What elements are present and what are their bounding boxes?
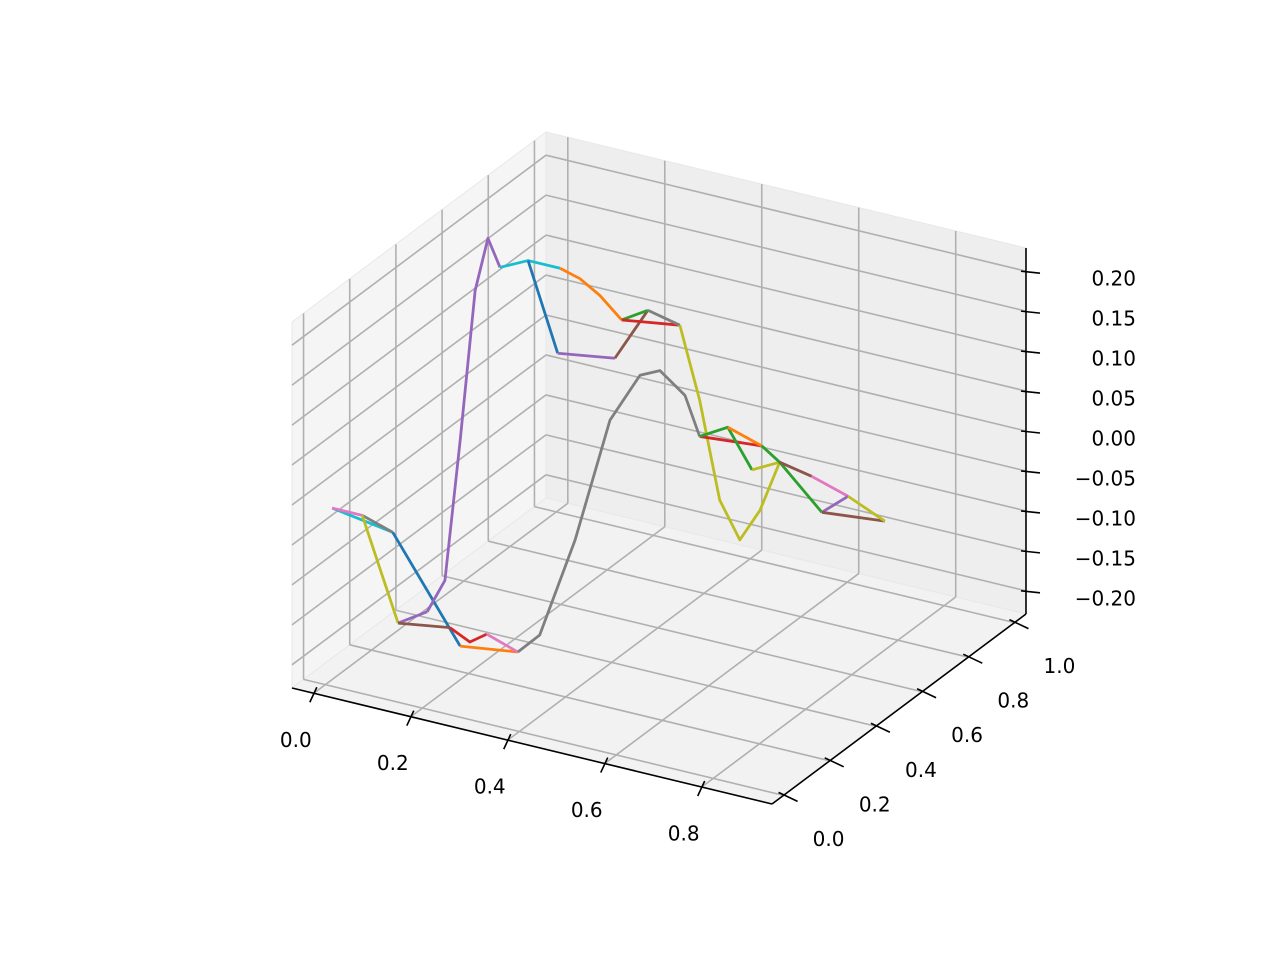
grid-line <box>545 394 1027 512</box>
grid-line <box>291 474 547 666</box>
z-tick-label: −0.20 <box>1075 586 1136 610</box>
line <box>621 318 680 327</box>
z-tick-label: 0.00 <box>1091 427 1136 451</box>
line <box>810 475 849 498</box>
line <box>449 626 488 644</box>
line <box>727 426 763 448</box>
grid-line <box>534 505 1015 624</box>
grid-line <box>291 314 547 506</box>
grid-line <box>291 354 547 546</box>
z-tick-label: 0.20 <box>1091 267 1136 291</box>
line <box>557 351 616 360</box>
x-tick <box>406 710 415 727</box>
x-tick-label: 0.2 <box>377 751 409 775</box>
grid-line <box>545 194 1027 312</box>
line <box>397 621 451 630</box>
grid-line <box>545 434 1027 552</box>
y-tick <box>778 791 798 803</box>
x-tick-label: 0.8 <box>668 822 700 846</box>
grid-line <box>545 354 1027 472</box>
grid-line <box>545 154 1027 272</box>
z-tick <box>1020 590 1041 594</box>
z-tick-label: 0.05 <box>1091 387 1136 411</box>
line <box>821 495 849 514</box>
grid-line <box>291 274 547 466</box>
grid-line <box>545 314 1027 432</box>
z-tick-label: −0.15 <box>1075 546 1136 570</box>
x-tick <box>600 757 609 773</box>
line <box>526 260 560 354</box>
grid-line <box>291 394 547 586</box>
y-tick-label: 0.0 <box>813 827 845 851</box>
line <box>821 510 886 523</box>
z-tick-label: −0.05 <box>1075 466 1136 490</box>
z-tick <box>1020 270 1041 274</box>
grid-line <box>303 678 784 797</box>
grid-line <box>349 644 830 762</box>
grid-line <box>701 596 957 788</box>
y-tick <box>962 653 983 664</box>
x-tick <box>309 686 318 703</box>
x-tick <box>696 780 706 797</box>
line <box>559 267 623 321</box>
grid-line <box>441 574 923 693</box>
grid-line <box>604 572 860 765</box>
y-tick <box>824 757 845 768</box>
line <box>331 506 363 517</box>
z-tick <box>1020 430 1041 434</box>
z-tick <box>1020 310 1041 314</box>
y-tick <box>916 688 937 699</box>
line <box>647 309 681 327</box>
line <box>613 309 650 360</box>
y-tick-label: 1.0 <box>1044 654 1076 678</box>
y-tick-label: 0.6 <box>951 723 983 747</box>
y-tick-label: 0.2 <box>859 792 891 816</box>
grid-line <box>545 274 1027 392</box>
y-tick <box>870 722 891 733</box>
line <box>361 514 394 534</box>
grid-line <box>410 526 666 718</box>
line <box>699 435 762 448</box>
line <box>460 644 518 654</box>
line <box>360 514 400 624</box>
grid-line <box>545 474 1027 592</box>
z-tick <box>1020 390 1041 394</box>
grid-line <box>291 194 547 386</box>
line <box>486 632 519 654</box>
y-axis-line <box>771 613 1027 805</box>
z-tick <box>1020 510 1041 514</box>
z-tick-label: 0.10 <box>1091 347 1136 371</box>
x-tick-label: 0.0 <box>280 728 312 752</box>
z-tick <box>1020 350 1041 354</box>
grid-line <box>291 154 547 346</box>
x-tick <box>503 733 512 750</box>
grid-line <box>507 549 763 741</box>
line <box>516 369 701 654</box>
x-tick-label: 0.4 <box>474 775 506 799</box>
line <box>397 610 428 625</box>
line <box>678 324 781 542</box>
y-tick-label: 0.4 <box>905 758 937 782</box>
line <box>779 460 813 478</box>
line <box>425 236 502 613</box>
z-tick-label: 0.15 <box>1091 307 1136 331</box>
line <box>847 495 886 523</box>
grid-line <box>291 434 547 626</box>
x-axis-line <box>291 687 773 805</box>
line <box>751 460 781 472</box>
z-tick <box>1020 470 1041 474</box>
x-tick-label: 0.6 <box>571 798 603 822</box>
y-tick-label: 0.8 <box>997 689 1029 713</box>
line <box>621 308 649 322</box>
grid-line <box>313 502 569 694</box>
y-tick <box>1009 618 1029 630</box>
grid-line <box>395 609 877 728</box>
grid-line <box>545 234 1027 352</box>
z-tick-label: −0.10 <box>1075 506 1136 530</box>
z-tick <box>1020 550 1041 554</box>
